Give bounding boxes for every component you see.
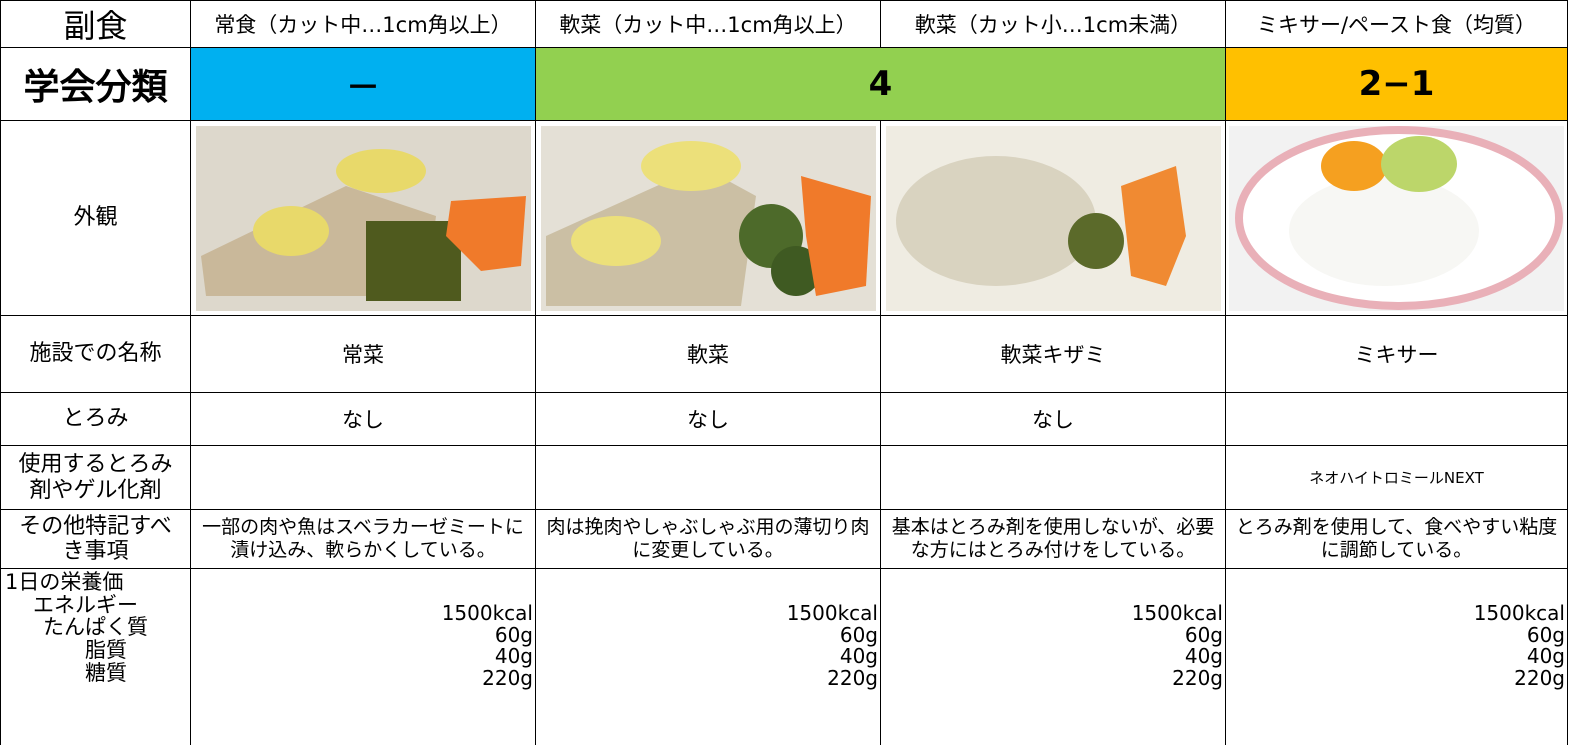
label-line: たんぱく質 [43, 615, 148, 640]
cell [880, 445, 1226, 510]
nutrition-value: 1500kcal [1131, 601, 1223, 625]
header-cell: 副食 [0, 0, 191, 48]
row-label: 外観 [0, 120, 191, 316]
header-row: 副食 常食（カット中…1cm角以上） 軟菜（カット中…1cm角以上） 軟菜（カッ… [0, 0, 1568, 48]
cell: 常菜 [190, 315, 536, 393]
row-label: とろみ [0, 392, 191, 446]
cell: 基本はとろみ剤を使用しないが、必要な方にはとろみ付けをしている。 [880, 509, 1226, 569]
agent-row: 使用するとろみ剤やゲル化剤 ネオハイトロミールNEXT [0, 445, 1568, 510]
appearance-row: 外観 [0, 120, 1568, 316]
nutrition-value: 40g [1526, 644, 1565, 669]
row-label: 1日の栄養価 エネルギー たんぱく質 脂質 糖質 [0, 568, 191, 745]
row-label: 施設での名称 [0, 315, 191, 393]
photo [195, 125, 531, 311]
classification-row: 学会分類 － 4 2−1 [0, 47, 1568, 121]
class-cell: 4 [535, 47, 1226, 121]
photo-cell [190, 120, 536, 316]
cell: 軟菜 [535, 315, 881, 393]
photo-cell [535, 120, 881, 316]
photo [540, 125, 876, 311]
cell: 1500kcal 60g 40g 220g [535, 568, 881, 745]
photo [1229, 125, 1564, 311]
cell [535, 445, 881, 510]
cell: 肉は挽肉やしゃぶしゃぶ用の薄切り肉に変更している。 [535, 509, 881, 569]
nutrition-value: 60g [1526, 622, 1565, 647]
nutrition-value: 1500kcal [1473, 601, 1565, 625]
nutrition-value: 220g [482, 665, 533, 690]
nutrition-value: 220g [1514, 665, 1565, 690]
cell: 一部の肉や魚はスベラカーゼミートに漬け込み、軟らかくしている。 [190, 509, 536, 569]
thickening-row: とろみ なし なし なし [0, 392, 1568, 446]
header-cell: 軟菜（カット小…1cm未満） [880, 0, 1226, 48]
cell: なし [880, 392, 1226, 446]
label-line: 糖質 [85, 660, 127, 685]
class-cell: 2−1 [1225, 47, 1568, 121]
row-label: その他特記すべき事項 [0, 509, 191, 569]
cell: ネオハイトロミールNEXT [1225, 445, 1568, 510]
nutrition-value: 40g [1184, 644, 1223, 669]
nutrition-value: 60g [839, 622, 878, 647]
row-label: 学会分類 [0, 47, 191, 121]
cell: ミキサー [1225, 315, 1568, 393]
photo-cell [1225, 120, 1568, 316]
notes-row: その他特記すべき事項 一部の肉や魚はスベラカーゼミートに漬け込み、軟らかくしてい… [0, 509, 1568, 569]
cell: 1500kcal 60g 40g 220g [190, 568, 536, 745]
name-row: 施設での名称 常菜 軟菜 軟菜キザミ ミキサー [0, 315, 1568, 393]
cell [190, 445, 536, 510]
nutrition-value: 220g [827, 665, 878, 690]
nutrition-value: 1500kcal [786, 601, 878, 625]
cell: なし [535, 392, 881, 446]
class-cell: － [190, 47, 536, 121]
label-line: エネルギー [33, 592, 138, 617]
header-cell: 軟菜（カット中…1cm角以上） [535, 0, 881, 48]
label-line: 1日の栄養価 [5, 570, 124, 594]
nutrition-row: 1日の栄養価 エネルギー たんぱく質 脂質 糖質 1500kcal 60g 40g 2… [0, 568, 1568, 745]
row-label: 使用するとろみ剤やゲル化剤 [0, 445, 191, 510]
nutrition-value: 60g [1184, 622, 1223, 647]
photo [885, 125, 1221, 311]
nutrition-value: 1500kcal [441, 601, 533, 625]
cell: 軟菜キザミ [880, 315, 1226, 393]
nutrition-value: 40g [494, 644, 533, 669]
label-line: 脂質 [85, 638, 127, 663]
nutrition-value: 60g [494, 622, 533, 647]
cell: なし [190, 392, 536, 446]
photo-cell [880, 120, 1226, 316]
cell: 1500kcal 60g 40g 220g [880, 568, 1226, 745]
header-cell: 常食（カット中…1cm角以上） [190, 0, 536, 48]
nutrition-value: 220g [1172, 665, 1223, 690]
nutrition-value: 40g [839, 644, 878, 669]
cell: とろみ剤を使用して、食べやすい粘度に調節している。 [1225, 509, 1568, 569]
header-cell: ミキサー/ペースト食（均質） [1225, 0, 1568, 48]
cell [1225, 392, 1568, 446]
cell: 1500kcal 60g 40g 220g [1225, 568, 1568, 745]
